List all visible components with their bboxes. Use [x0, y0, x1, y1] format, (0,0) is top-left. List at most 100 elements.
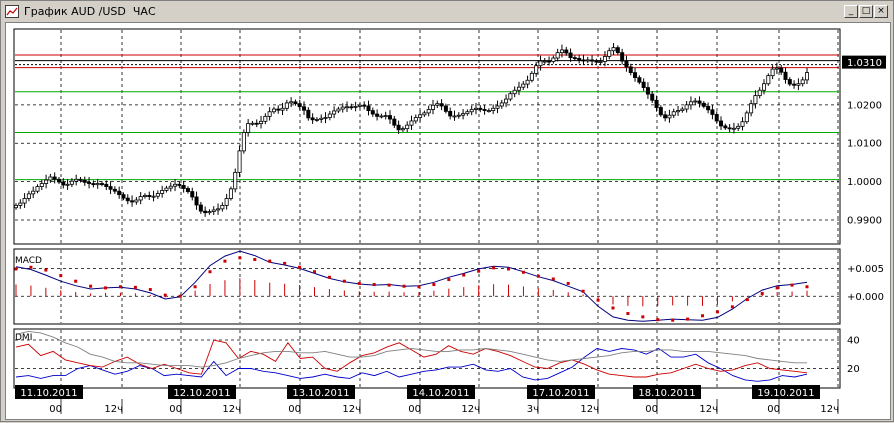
- hour-label: 3ч: [527, 404, 539, 415]
- macd-axis: +0.005 +0.000: [847, 264, 884, 303]
- title-bar[interactable]: График AUD /USD ЧАС _ □ ×: [2, 2, 892, 22]
- macd-signal-point: [59, 274, 63, 278]
- candle-body: [336, 108, 341, 112]
- candle-body: [430, 104, 435, 110]
- candle-body: [774, 67, 779, 70]
- candle-body: [555, 52, 560, 59]
- dmi-label: DMI: [15, 333, 32, 343]
- candle-body: [800, 79, 805, 85]
- macd-signal-point: [89, 284, 93, 288]
- candle-body: [160, 190, 165, 194]
- candle-body: [688, 101, 693, 106]
- candle-body: [736, 125, 741, 129]
- macd-signal-point: [223, 259, 227, 263]
- candle-body: [293, 101, 298, 105]
- candle-body: [56, 178, 61, 183]
- hour-label: 12ч: [699, 404, 718, 415]
- candle-body: [710, 109, 715, 115]
- macd-signal-point: [253, 257, 257, 261]
- candle-body: [237, 150, 242, 173]
- candle-body: [663, 114, 668, 119]
- candle-body: [706, 105, 711, 111]
- candle-body: [314, 119, 319, 121]
- candle-body: [542, 60, 547, 63]
- date-label: 17.10.2011: [532, 388, 589, 399]
- macd-signal-point: [671, 318, 675, 322]
- candle-body: [284, 102, 289, 109]
- macd-signal-point: [29, 265, 33, 269]
- candle-body: [198, 204, 203, 212]
- macd-signal-point: [790, 283, 794, 287]
- macd-signal-point: [656, 318, 660, 322]
- macd-signal-point: [730, 305, 734, 309]
- current-price-label: 1.0310: [847, 58, 882, 69]
- candle-body: [250, 122, 255, 125]
- candle-body: [521, 83, 526, 88]
- candle-body: [151, 195, 156, 198]
- dmi-axis: 40 20: [847, 335, 860, 375]
- candle-body: [615, 47, 620, 54]
- macd-signal-point: [477, 269, 481, 273]
- macd-signal-point: [283, 261, 287, 265]
- candle-body: [409, 120, 414, 126]
- candle-body: [607, 50, 612, 57]
- macd-signal-point: [74, 279, 78, 283]
- candle-body: [534, 65, 539, 74]
- current-price-box: [842, 55, 886, 69]
- candle-body: [345, 106, 350, 109]
- candle-body: [69, 180, 74, 185]
- candle-body: [499, 102, 504, 107]
- candle-body: [637, 77, 642, 83]
- candle-body: [22, 198, 27, 204]
- candle-body: [332, 110, 337, 115]
- macd-signal-point: [805, 285, 809, 289]
- candle-body: [456, 114, 461, 117]
- date-label-box: [752, 385, 820, 399]
- candle-body: [211, 209, 216, 212]
- candle-body: [495, 105, 500, 109]
- candle-body: [353, 105, 358, 108]
- candle-body: [744, 112, 749, 123]
- candle-body: [594, 60, 599, 63]
- minimize-button[interactable]: _: [844, 5, 858, 18]
- candle-body: [228, 188, 233, 199]
- candle-body: [216, 208, 221, 211]
- macd-signal-point: [745, 298, 749, 302]
- macd-signal-point: [596, 298, 600, 302]
- close-button[interactable]: ×: [874, 5, 888, 18]
- price-panel-frame: [13, 28, 841, 245]
- hour-label: 00: [645, 404, 658, 415]
- chart-area[interactable]: 0.9900 1.0000 1.0100 1.0200 1.0310 +0.005 +0.…: [5, 22, 891, 420]
- hour-label: 12ч: [820, 404, 839, 415]
- date-label: 19.10.2011: [757, 388, 814, 399]
- candle-body: [44, 179, 49, 184]
- candle-body: [18, 202, 23, 206]
- macd-signal-point: [551, 277, 555, 281]
- candle-body: [572, 57, 577, 60]
- date-label-box: [15, 385, 83, 399]
- candle-body: [349, 106, 354, 109]
- candle-body: [74, 178, 79, 182]
- macd-signal-point: [536, 274, 540, 278]
- candle-body: [31, 190, 36, 195]
- candle-body: [671, 111, 676, 116]
- macd-tick-label: +0.000: [847, 292, 884, 303]
- macd-signal-point: [372, 283, 376, 287]
- macd-signal-point: [611, 306, 615, 310]
- dmi-line-adx: [15, 330, 807, 368]
- candle-body: [792, 83, 797, 86]
- candle-body: [602, 56, 607, 62]
- candle-body: [598, 61, 603, 63]
- macd-signal-point: [432, 283, 436, 287]
- candle-body: [512, 89, 517, 95]
- maximize-button[interactable]: □: [859, 5, 873, 18]
- macd-signal-point: [312, 270, 316, 274]
- candle-body: [611, 47, 616, 52]
- candle-body: [99, 183, 104, 185]
- dmi-panel-frame: [13, 328, 841, 389]
- candle-body: [714, 114, 719, 122]
- candle-body: [13, 204, 18, 209]
- candle-body: [104, 183, 109, 187]
- macd-signal-point: [133, 285, 137, 289]
